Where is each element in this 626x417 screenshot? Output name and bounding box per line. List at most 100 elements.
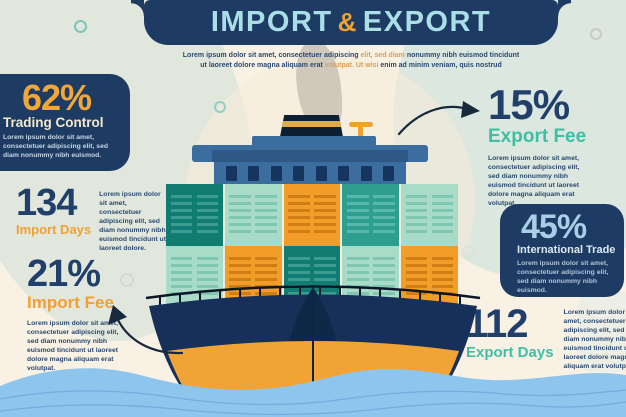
stat-number-block: 134 Import Days (16, 182, 92, 253)
stat-label-import-days: Import Days (16, 221, 92, 237)
stat-value-import-days: 134 (16, 182, 77, 224)
container-row (166, 184, 458, 246)
wave-surface (0, 368, 626, 417)
stat-group-export-fee: 15% Export Fee Lorem ipsum dolor sit ame… (488, 81, 588, 208)
container-door (229, 253, 251, 296)
cargo-container-mteal (342, 184, 400, 246)
ship-bridge-band (192, 145, 428, 162)
subtitle-line1-c: nonummy nibh euismod tincidunt (404, 52, 520, 59)
subtitle-line1-a: Lorem ipsum dolor sit amet, consectetuer… (182, 52, 361, 59)
circle-decoration-icon (214, 101, 226, 113)
container-door (431, 253, 454, 296)
bridge-window (383, 165, 395, 181)
bridge-window (338, 165, 350, 181)
subtitle-line2-a: ut laoreet dolore magna aliquam erat (200, 61, 325, 69)
subtitle-line2-c: enim ad minim veniam, quis nostrud (378, 61, 502, 69)
stat-group-import-days: 134 Import Days Lorem ipsum dolor sit am… (16, 182, 169, 253)
subtitle-line1-b: elit, sed diam (360, 52, 405, 59)
cargo-container-dteal (166, 184, 223, 246)
title-ampersand: & (337, 7, 358, 37)
stat-description-trading-control: Lorem ipsum dolor sit amet, consectetuer… (3, 134, 109, 160)
stat-group-import-fee: 21% Import Fee Lorem ipsum dolor sit ame… (27, 253, 123, 373)
container-door (288, 253, 310, 296)
stat-label-export-days: Export Days (466, 343, 554, 361)
cargo-container-orange (283, 184, 341, 246)
subtitle-line1: Lorem ipsum dolor sit amet, consectetuer… (151, 51, 551, 61)
ship-bridge-windows (214, 162, 406, 184)
container-door (255, 253, 278, 296)
arrow-right-head (461, 101, 480, 118)
stat-description-import-fee: Lorem ipsum dolor sit amet, consectetuer… (27, 319, 119, 372)
container-door (255, 191, 278, 234)
title-import: IMPORT (210, 6, 333, 38)
stat-description-international-trade: Lorem ipsum dolor sit amet, consectetuer… (517, 260, 609, 295)
container-door (346, 191, 369, 234)
cargo-container-mint (224, 184, 282, 246)
bridge-window (360, 165, 372, 181)
stat-label-trading-control: Trading Control (3, 115, 104, 131)
ship-mast-icon (349, 122, 373, 127)
arrow-right-icon (397, 105, 469, 136)
subtitle-line2-b: volutpat. Ut wisi (324, 61, 379, 69)
container-door (170, 191, 193, 234)
cargo-containers (166, 184, 458, 308)
stat-value-trading-control: 62% (22, 77, 92, 118)
ship-bridge-top (252, 136, 376, 146)
container-door (229, 191, 251, 234)
title-export: EXPORT (362, 6, 492, 38)
stat-label-export-fee: Export Fee (488, 125, 587, 147)
container-door (405, 191, 428, 234)
circle-decoration-icon (74, 20, 87, 33)
ship-bridge-band-inner (212, 150, 408, 162)
cargo-container-orange (401, 246, 458, 308)
container-door (373, 191, 395, 234)
page-title: IMPORT & EXPORT (211, 6, 491, 39)
container-door (196, 191, 219, 234)
cargo-container-mint (401, 184, 458, 246)
bridge-window (248, 165, 260, 181)
funnel-stripe (279, 121, 344, 127)
container-door (196, 253, 219, 296)
ship-rail-posts (159, 286, 461, 305)
stat-group-export-days: 112 Export Days Lorem ipsum dolor sit am… (466, 302, 626, 371)
arrow-left-head (108, 305, 127, 325)
container-door (405, 253, 428, 296)
container-door (346, 253, 369, 296)
stat-number-block: 112 Export Days (466, 302, 554, 371)
stat-description-import-days: Lorem ipsum dolor sit amet, consectetuer… (99, 191, 166, 252)
wave-line-2 (0, 401, 626, 416)
ship-mast-stem (358, 127, 363, 140)
wave-line-1 (0, 389, 626, 406)
circle-decoration-icon (462, 245, 475, 258)
stat-card-international-trade: 45% International Trade Lorem ipsum dolo… (500, 204, 624, 297)
title-banner: IMPORT & EXPORT (131, 0, 571, 45)
subtitle-line2: ut laoreet dolore magna aliquam erat vol… (151, 61, 551, 71)
container-door (288, 191, 310, 234)
container-door (373, 253, 395, 296)
stat-description-export-days: Lorem ipsum dolor sit amet, consectetuer… (563, 309, 626, 370)
container-row (166, 246, 458, 308)
container-door (431, 191, 454, 234)
stat-value-export-fee: 15% (488, 81, 570, 128)
stat-value-export-days: 112 (466, 302, 529, 346)
stat-description-export-fee: Lorem ipsum dolor sit amet, consectetuer… (488, 154, 580, 207)
arrow-left-icon (115, 316, 184, 355)
stat-label-import-fee: Import Fee (27, 292, 114, 312)
bridge-window (225, 165, 237, 181)
stat-card-trading-control: 62% Trading Control Lorem ipsum dolor si… (0, 74, 130, 171)
stat-label-international-trade: International Trade (517, 244, 616, 257)
container-door (314, 191, 336, 234)
subtitle: Lorem ipsum dolor sit amet, consectetuer… (151, 51, 551, 70)
stat-value-import-fee: 21% (27, 253, 101, 295)
stat-value-international-trade: 45% (521, 208, 587, 246)
ship-rail (145, 285, 481, 300)
circle-decoration-icon (590, 28, 602, 40)
container-door (170, 253, 193, 296)
bridge-window (270, 165, 282, 181)
bridge-window (293, 165, 305, 181)
background-blob-bottom-right (578, 292, 626, 372)
cargo-container-mint (166, 246, 223, 308)
